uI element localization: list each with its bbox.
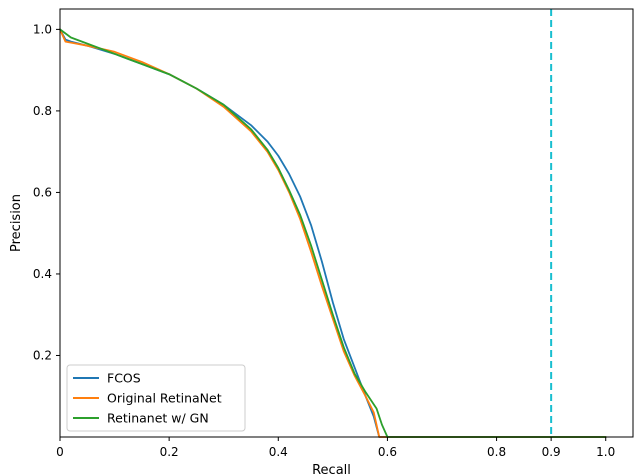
x-tick-label: 0	[56, 445, 64, 459]
y-axis-title: Precision	[9, 194, 24, 252]
series-line-2	[59, 28, 607, 438]
y-ticks: 0.2 0.4 0.6 0.8 1.0	[33, 22, 60, 362]
y-tick-label: 1.0	[33, 22, 52, 36]
y-tick-label: 0.8	[33, 104, 52, 118]
legend-box	[66, 364, 246, 432]
x-tick-label: 0.8	[487, 445, 506, 459]
x-tick-label: 0.9	[542, 445, 561, 459]
legend-entries: FCOS Original RetinaNet Retinanet w/ GN	[73, 371, 222, 426]
x-ticks: 0 0.2 0.4 0.6 0.8 0.9 1.0	[56, 437, 615, 459]
legend-label: FCOS	[107, 371, 141, 386]
x-tick-label: 0.4	[269, 445, 288, 459]
series-layer	[59, 28, 607, 438]
x-tick-label: 0.2	[160, 445, 179, 459]
legend-label: Original RetinaNet	[107, 391, 222, 406]
legend: FCOS Original RetinaNet Retinanet w/ GN	[66, 364, 246, 432]
x-axis-title: Recall	[312, 463, 351, 476]
x-tick-label: 0.6	[378, 445, 397, 459]
legend-label: Retinanet w/ GN	[107, 411, 209, 426]
y-tick-label: 0.6	[33, 185, 52, 199]
plot-frame	[59, 8, 634, 438]
x-tick-label: 1.0	[596, 445, 615, 459]
y-tick-label: 0.4	[33, 267, 52, 281]
y-tick-label: 0.2	[33, 348, 52, 362]
